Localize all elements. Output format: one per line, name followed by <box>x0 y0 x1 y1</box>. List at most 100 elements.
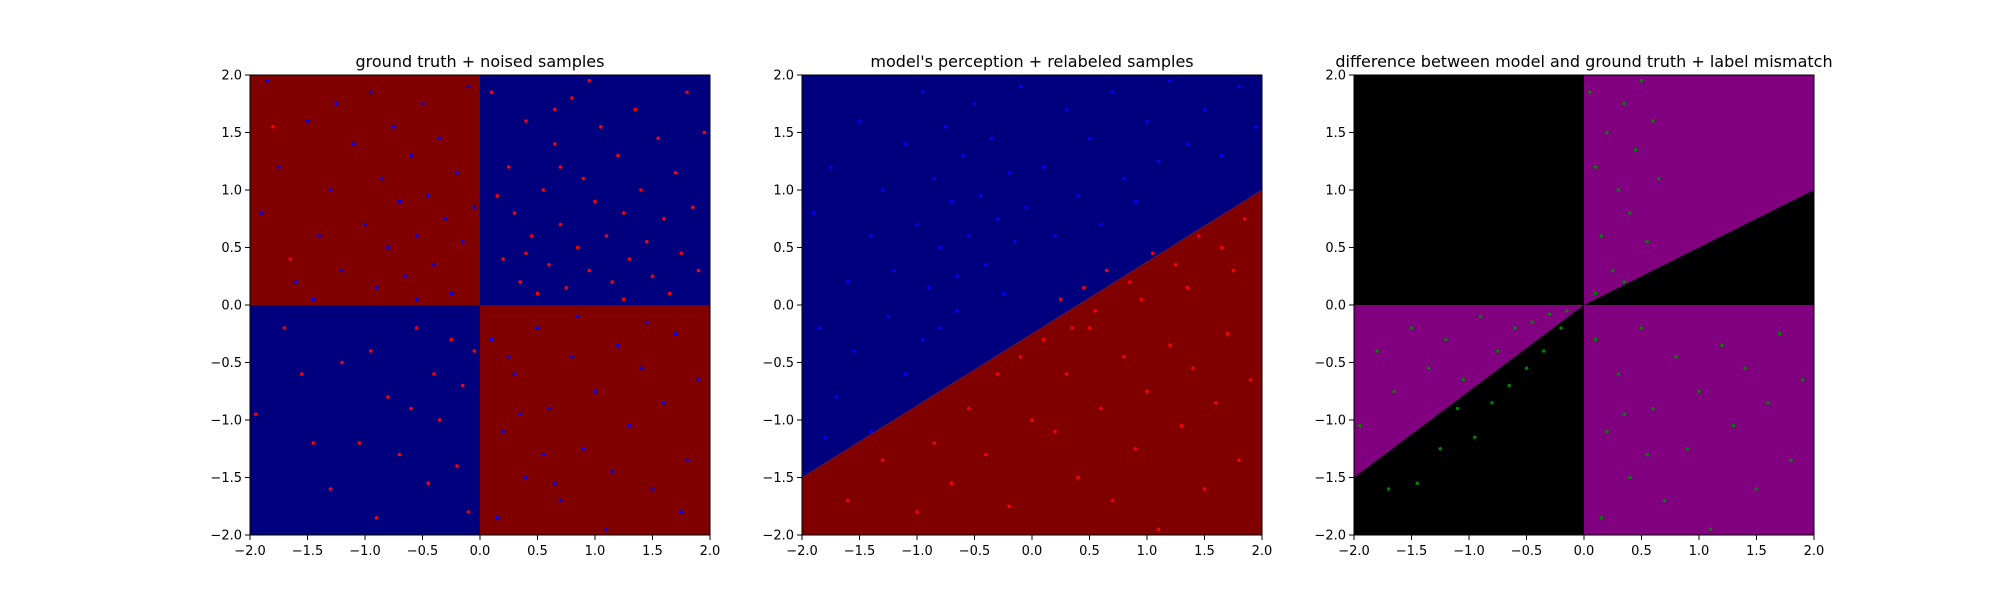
data-point-blue <box>869 429 873 434</box>
data-point-red <box>1214 400 1218 405</box>
x-tick-label: −1.0 <box>901 544 933 559</box>
data-point-mismatch <box>1754 487 1759 491</box>
x-tick-label: −0.5 <box>407 544 439 559</box>
background-regions <box>250 75 710 535</box>
data-point-blue <box>650 487 655 491</box>
x-axis-ticks: −2.0 −1.5 −1.0 −0.5 0.0 0.5 1.0 1.5 2.0 <box>786 535 1272 559</box>
data-point-blue <box>455 170 459 175</box>
data-point-red <box>1053 429 1057 434</box>
data-point-blue <box>616 343 620 348</box>
data-point-mismatch <box>1616 372 1621 376</box>
data-point-blue <box>995 216 1000 221</box>
y-tick-label: −2.0 <box>762 529 794 544</box>
data-point-red <box>564 285 569 290</box>
data-point-blue <box>961 153 965 158</box>
data-point-blue <box>311 297 316 302</box>
data-point-red <box>1018 354 1023 359</box>
data-point-blue <box>846 280 850 284</box>
data-point-red <box>639 188 643 192</box>
data-point-red <box>1191 366 1195 371</box>
x-tick-label: 2.0 <box>1252 544 1273 559</box>
data-point-blue <box>1202 107 1207 112</box>
data-point-blue <box>1018 84 1023 89</box>
y-tick-label: −2.0 <box>210 529 242 544</box>
x-tick-label: 2.0 <box>1804 544 1825 559</box>
data-point-blue <box>886 314 891 319</box>
data-point-blue <box>892 268 896 273</box>
data-point-blue <box>426 193 431 198</box>
data-point-mismatch <box>1628 211 1632 215</box>
sample-points <box>1357 78 1805 532</box>
data-point-red <box>949 481 954 486</box>
data-point-red <box>271 124 275 129</box>
data-point-blue <box>443 216 448 221</box>
data-point-red <box>880 458 885 463</box>
data-point-blue <box>869 234 873 238</box>
data-point-red <box>495 193 500 198</box>
data-point-blue <box>984 262 988 267</box>
data-point-red <box>915 510 919 514</box>
data-point-mismatch <box>1524 366 1529 371</box>
data-point-mismatch <box>1645 452 1650 457</box>
x-tick-label: 1.5 <box>1194 544 1215 559</box>
y-axis-ticks: −2.0 −1.5 −1.0 −0.5 0.0 0.5 1.0 1.5 2.0 <box>762 69 802 544</box>
region-red <box>250 75 480 305</box>
y-tick-label: 2.0 <box>1325 69 1346 84</box>
x-tick-label: 0.0 <box>470 544 491 559</box>
y-tick-label: 1.5 <box>1325 126 1346 141</box>
data-point-mismatch <box>1800 377 1805 382</box>
data-point-blue <box>1001 291 1006 296</box>
data-point-blue <box>1237 84 1241 89</box>
data-point-blue <box>604 527 609 532</box>
data-point-mismatch <box>1610 268 1615 273</box>
data-point-blue <box>644 320 649 325</box>
data-point-blue <box>955 308 960 313</box>
data-point-mismatch <box>1708 527 1713 532</box>
data-point-red <box>1058 297 1063 302</box>
data-point-blue <box>1219 153 1224 158</box>
data-point-red <box>1248 377 1253 382</box>
data-point-blue <box>978 193 983 198</box>
data-point-mismatch <box>1426 366 1431 371</box>
data-point-red <box>432 372 436 376</box>
data-point-blue <box>1185 142 1190 146</box>
data-point-red <box>552 107 557 112</box>
data-point-red <box>558 165 563 169</box>
data-point-red <box>1127 280 1132 284</box>
data-point-blue <box>696 377 701 382</box>
data-point-red <box>650 274 655 279</box>
x-tick-label: 1.0 <box>1137 544 1158 559</box>
x-tick-label: 0.5 <box>1079 544 1100 559</box>
data-point-red <box>501 257 505 261</box>
data-point-red <box>426 481 431 486</box>
data-point-red <box>627 257 632 261</box>
data-point-red <box>610 280 615 284</box>
data-point-blue <box>420 101 425 106</box>
data-point-red <box>460 383 465 388</box>
y-tick-label: −1.5 <box>762 471 794 486</box>
data-point-blue <box>1076 193 1080 198</box>
data-point-red <box>1173 262 1178 267</box>
data-point-red <box>673 170 678 175</box>
data-point-red <box>414 326 419 330</box>
chart-title: model's perception + relabeled samples <box>870 52 1193 71</box>
data-point-blue <box>1024 205 1029 210</box>
data-point-red <box>644 239 649 244</box>
y-tick-label: −1.0 <box>1314 414 1346 429</box>
region-agree <box>1354 305 1584 535</box>
data-point-blue <box>276 165 281 169</box>
data-point-blue <box>857 119 862 123</box>
data-point-red <box>1076 475 1080 480</box>
y-tick-label: 0.5 <box>773 241 794 256</box>
data-point-mismatch <box>1685 446 1690 451</box>
data-point-blue <box>1133 199 1138 204</box>
data-point-mismatch <box>1651 406 1655 411</box>
data-point-blue <box>989 136 994 141</box>
data-point-blue <box>501 429 505 434</box>
data-point-blue <box>552 481 557 486</box>
data-point-red <box>357 441 362 445</box>
data-point-red <box>374 515 379 520</box>
data-point-blue <box>938 326 942 330</box>
data-point-red <box>1145 389 1149 394</box>
